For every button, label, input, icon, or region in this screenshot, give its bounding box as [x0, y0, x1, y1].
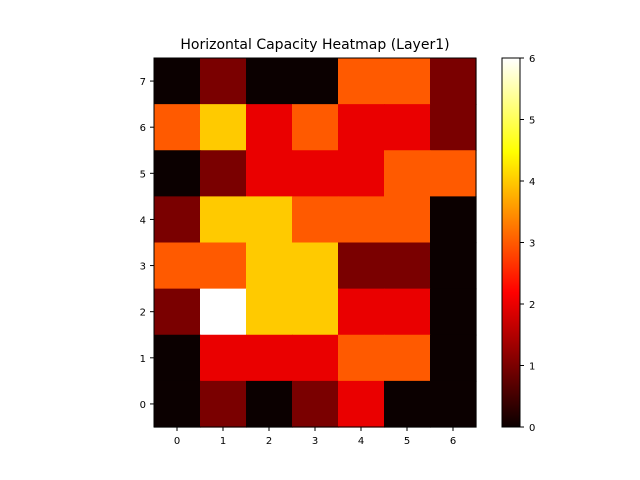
- heatmap-cell-x6-y3: [430, 242, 477, 290]
- heatmap-cell-x6-y6: [430, 104, 477, 151]
- y-tick-label: 1: [140, 354, 146, 365]
- y-tick-label: 4: [140, 215, 146, 226]
- heatmap-cell-x2-y3: [246, 242, 293, 290]
- heatmap-cell-x0-y4: [154, 196, 201, 244]
- heatmap-cell-x0-y1: [154, 334, 201, 382]
- heatmap-cell-x0-y0: [154, 380, 201, 428]
- x-axis: 0 1 2 3 4 5 6: [174, 427, 456, 447]
- heatmap-cell-x4-y1: [338, 334, 385, 382]
- heatmap-cell-x3-y0: [292, 380, 339, 428]
- heatmap-cell-x6-y7: [430, 58, 477, 105]
- x-tick-label: 5: [404, 436, 410, 447]
- colorbar-tick-label: 2: [529, 300, 535, 311]
- heatmap-cell-x0-y6: [154, 104, 201, 151]
- heatmap-cell-x3-y2: [292, 288, 339, 336]
- colorbar-axis: 0 1 2 3 4 5 6: [520, 54, 535, 434]
- heatmap-cell-x3-y6: [292, 104, 339, 151]
- heatmap-cell-x3-y1: [292, 334, 339, 382]
- chart-title: Horizontal Capacity Heatmap (Layer1): [180, 37, 449, 53]
- x-tick-label: 3: [312, 436, 318, 447]
- colorbar-tick-label: 1: [529, 362, 535, 373]
- heatmap-cell-x2-y2: [246, 288, 293, 336]
- y-tick-label: 2: [140, 308, 146, 319]
- colorbar-tick-label: 3: [529, 239, 535, 250]
- heatmap-cell-x4-y6: [338, 104, 385, 151]
- heatmap-cell-x0-y7: [154, 58, 201, 105]
- x-tick-label: 1: [220, 436, 226, 447]
- y-tick-label: 3: [140, 262, 146, 273]
- colorbar-tick-label: 6: [529, 54, 535, 65]
- colorbar: [501, 57, 521, 428]
- heatmap-cell-x4-y0: [338, 380, 385, 428]
- heatmap-cell-x3-y7: [292, 58, 339, 105]
- heatmap-cell-x6-y0: [430, 380, 477, 428]
- heatmap-cell-x2-y1: [246, 334, 293, 382]
- heatmap-cell-x5-y1: [384, 334, 431, 382]
- heatmap-cell-x1-y6: [200, 104, 247, 151]
- heatmap-cell-x5-y2: [384, 288, 431, 336]
- heatmap-cell-x5-y6: [384, 104, 431, 151]
- heatmap-cell-x2-y4: [246, 196, 293, 244]
- heatmap-cell-x5-y4: [384, 196, 431, 244]
- heatmap-cell-x1-y1: [200, 334, 247, 382]
- heatmap-cell-x6-y5: [430, 150, 477, 197]
- heatmap-cell-x1-y5: [200, 150, 247, 197]
- heatmap-cell-x4-y7: [338, 58, 385, 105]
- heatmap-cell-x1-y2: [200, 288, 247, 336]
- y-tick-label: 7: [140, 77, 146, 88]
- heatmap-cell-x2-y0: [246, 380, 293, 428]
- heatmap-cell-x4-y4: [338, 196, 385, 244]
- heatmap-cells: [154, 58, 477, 428]
- heatmap-cell-x3-y4: [292, 196, 339, 244]
- heatmap-cell-x6-y2: [430, 288, 477, 336]
- colorbar-tick-label: 4: [529, 177, 535, 188]
- heatmap-cell-x1-y7: [200, 58, 247, 105]
- x-tick-label: 6: [450, 436, 456, 447]
- heatmap-cell-x1-y3: [200, 242, 247, 290]
- heatmap-cell-x4-y2: [338, 288, 385, 336]
- y-tick-label: 6: [140, 123, 146, 134]
- heatmap-cell-x0-y2: [154, 288, 201, 336]
- heatmap-cell-x4-y5: [338, 150, 385, 197]
- heatmap-cell-x6-y4: [430, 196, 477, 244]
- heatmap-cell-x1-y0: [200, 380, 247, 428]
- colorbar-tick-label: 5: [529, 116, 535, 127]
- heatmap-cell-x3-y5: [292, 150, 339, 197]
- heatmap-cell-x4-y3: [338, 242, 385, 290]
- heatmap-cell-x2-y5: [246, 150, 293, 197]
- y-tick-label: 5: [140, 169, 146, 180]
- colorbar-tick-label: 0: [529, 423, 535, 434]
- heatmap-cell-x0-y5: [154, 150, 201, 197]
- x-tick-label: 2: [266, 436, 272, 447]
- y-axis: 0 1 2 3 4 5 6 7: [140, 77, 154, 411]
- heatmap-cell-x5-y0: [384, 380, 431, 428]
- heatmap-cell-x0-y3: [154, 242, 201, 290]
- y-tick-label: 0: [140, 400, 146, 411]
- heatmap-cell-x5-y7: [384, 58, 431, 105]
- heatmap-cell-x5-y3: [384, 242, 431, 290]
- heatmap-cell-x3-y3: [292, 242, 339, 290]
- heatmap-cell-x2-y6: [246, 104, 293, 151]
- x-tick-label: 4: [358, 436, 364, 447]
- heatmap-cell-x6-y1: [430, 334, 477, 382]
- heatmap-cell-x1-y4: [200, 196, 247, 244]
- heatmap-cell-x2-y7: [246, 58, 293, 105]
- heatmap-cell-x5-y5: [384, 150, 431, 197]
- x-tick-label: 0: [174, 436, 180, 447]
